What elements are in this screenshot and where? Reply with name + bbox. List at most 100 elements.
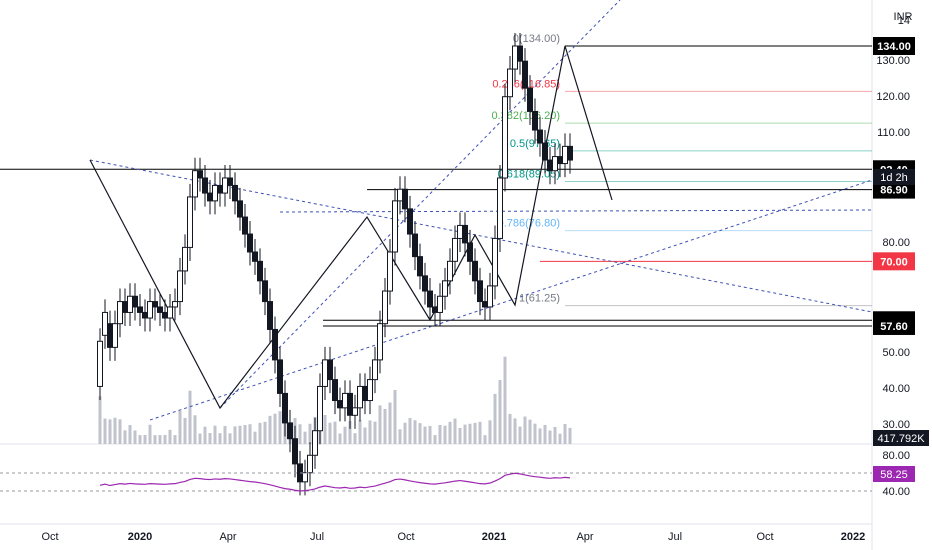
volume-bar (518, 426, 522, 444)
candle-body (542, 142, 548, 161)
timeframe-badge-text: 1d 2h (880, 172, 908, 184)
candle-body (267, 301, 273, 330)
volume-bar (333, 421, 337, 444)
volume-bar (478, 421, 482, 444)
candle-body (132, 295, 138, 308)
candle-body (107, 323, 113, 348)
time-axis[interactable]: Oct 2020 Apr Jul Oct 2021 Apr Jul Oct 2022 (41, 531, 865, 543)
volume-bar (463, 424, 467, 444)
fib-level-label: 0.786(76.80) (498, 218, 560, 230)
volume-bar (378, 405, 382, 444)
volume-bar (498, 380, 502, 444)
candle-body (317, 385, 323, 432)
candle-body (287, 422, 293, 440)
volume-bar (553, 426, 557, 444)
volume-bar (213, 425, 217, 444)
rsi-panel (0, 472, 872, 492)
candle-body (322, 359, 328, 387)
time-tick-label: Oct (756, 531, 773, 543)
trend-lines[interactable] (89, 0, 873, 421)
volume-bar (238, 425, 242, 444)
dashed-trend-line (149, 179, 873, 421)
volume-bar (198, 433, 202, 444)
candle-body (252, 251, 258, 262)
time-tick-label: 2020 (128, 531, 152, 543)
candle-body (127, 295, 133, 313)
candle-body (142, 311, 148, 319)
candle-body (327, 359, 333, 381)
price-tick-label: 130.00 (876, 55, 910, 67)
volume-bar (428, 425, 432, 444)
volume-bar (98, 396, 102, 444)
candle-body (242, 216, 248, 235)
volume-bar (258, 422, 262, 444)
volume-bar (303, 431, 307, 444)
volume-bar (118, 419, 122, 444)
volume-bar (398, 429, 402, 444)
candle-body (332, 379, 338, 402)
horizontal-levels[interactable] (0, 45, 872, 327)
candle-body (442, 280, 448, 297)
volume-label-box (873, 430, 929, 446)
price-label-box (873, 252, 915, 271)
volume-bar (308, 423, 312, 444)
candle-body (567, 145, 573, 161)
candle-body (387, 251, 393, 292)
candle-body (452, 237, 458, 262)
candle-body (362, 385, 368, 402)
volume-bar (203, 426, 207, 444)
price-label-box (873, 180, 915, 199)
candle-body (382, 290, 388, 325)
volume-bar (503, 356, 507, 444)
volume-bar (323, 415, 327, 444)
candle-body (537, 129, 543, 144)
volume-bar (558, 433, 562, 444)
fib-level-label: 0.618(89.05) (498, 169, 560, 181)
candle-body (342, 392, 348, 409)
volume-bar (548, 430, 552, 444)
volume-bar (388, 402, 392, 444)
candle-body (282, 392, 288, 424)
volume-bar (443, 425, 447, 444)
currency-label: INR (894, 11, 913, 23)
candle-body (97, 340, 103, 387)
volume-bar (383, 408, 387, 444)
price-tick-label: 30.00 (882, 419, 910, 431)
volume-bar (568, 427, 572, 444)
volume-bar (173, 435, 177, 444)
price-axis[interactable]: 14130.00120.00110.00100.0080.0050.0040.0… (873, 15, 929, 498)
volume-bar (403, 422, 407, 444)
volume-bar (338, 433, 342, 444)
volume-bar (153, 435, 157, 444)
candle-body (217, 184, 223, 194)
candle-body (102, 311, 108, 336)
candle-body (507, 68, 513, 98)
candle-body (562, 145, 568, 165)
volume-bar (353, 433, 357, 444)
dashed-trend-line (279, 209, 873, 213)
candle-body (222, 177, 228, 194)
candle-body (482, 301, 488, 308)
volume-bar (193, 415, 197, 444)
time-tick-label: Oct (397, 531, 414, 543)
candle-body (397, 188, 403, 202)
candle-body (347, 392, 353, 416)
volume-bar (178, 410, 182, 444)
candle-body (462, 224, 468, 244)
candle-body (162, 311, 168, 319)
volume-bar (298, 424, 302, 444)
rsi-line (99, 472, 571, 492)
volume-bar (168, 429, 172, 444)
candle-body (172, 301, 178, 308)
candle-body (187, 196, 193, 248)
candle-body (552, 156, 558, 172)
candle-body (157, 306, 163, 313)
volume-bar (133, 430, 137, 444)
volume-bar (188, 390, 192, 444)
price-label-box (873, 316, 915, 335)
candle-body (357, 385, 363, 409)
candle-body (147, 301, 153, 319)
candle-body (492, 237, 498, 287)
candle-body (402, 188, 408, 210)
